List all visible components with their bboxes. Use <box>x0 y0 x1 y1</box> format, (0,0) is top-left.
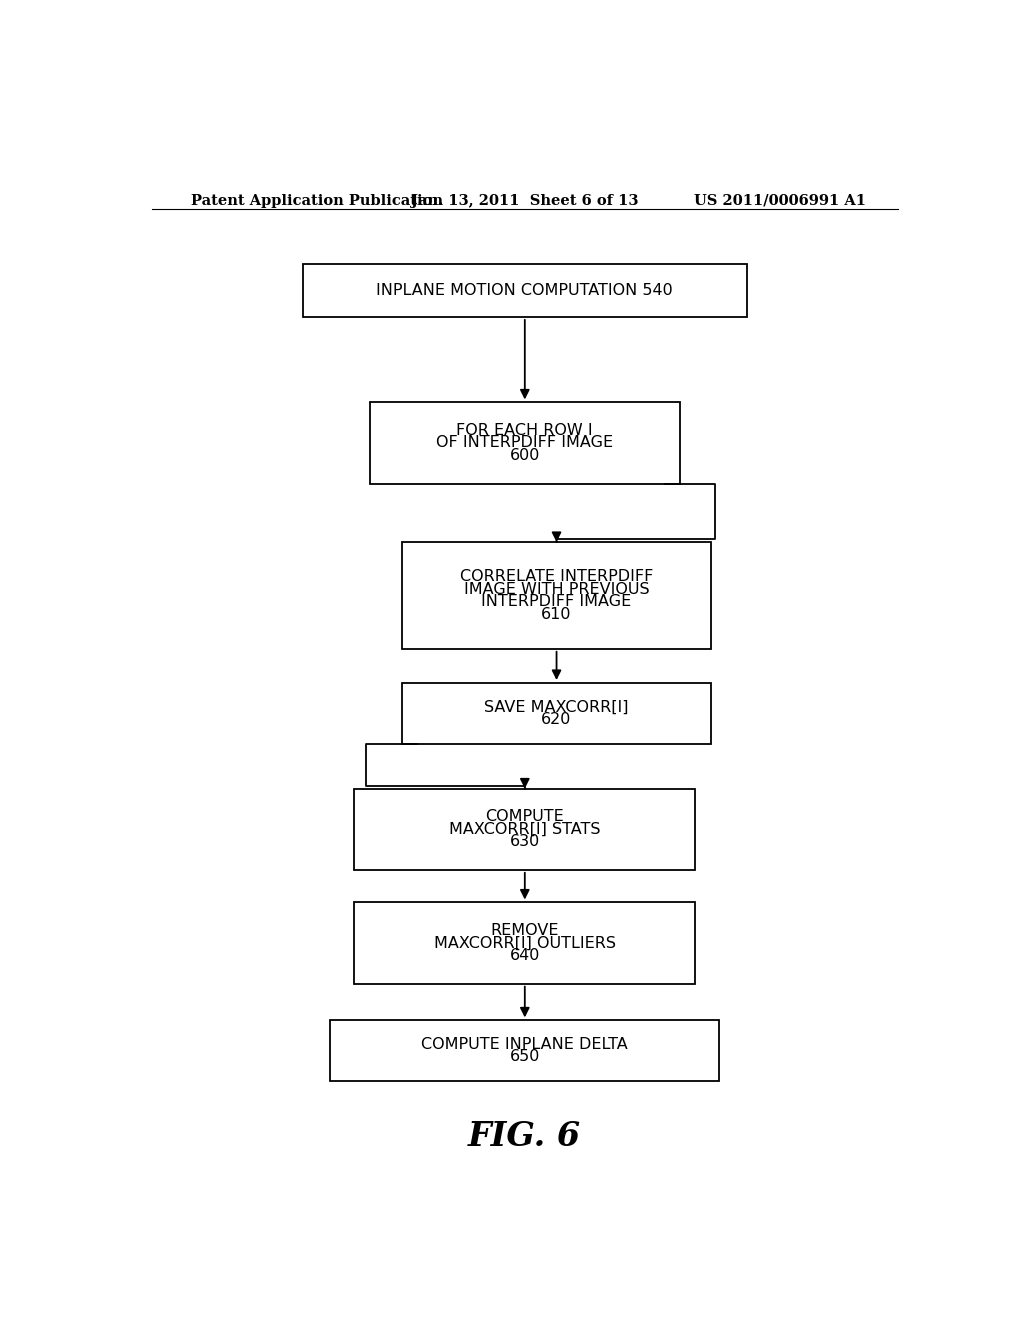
Text: REMOVE: REMOVE <box>490 923 559 939</box>
Text: Jan. 13, 2011  Sheet 6 of 13: Jan. 13, 2011 Sheet 6 of 13 <box>411 194 639 209</box>
Text: FOR EACH ROW I: FOR EACH ROW I <box>457 424 593 438</box>
Bar <box>354 903 695 983</box>
Text: MAXCORR[I] STATS: MAXCORR[I] STATS <box>450 822 600 837</box>
Text: COMPUTE: COMPUTE <box>485 809 564 824</box>
Text: SAVE MAXCORR[I]: SAVE MAXCORR[I] <box>484 700 629 714</box>
Bar <box>401 543 712 649</box>
Text: 600: 600 <box>510 447 540 463</box>
Text: 630: 630 <box>510 834 540 849</box>
Text: IMAGE WITH PREVIOUS: IMAGE WITH PREVIOUS <box>464 582 649 597</box>
Bar <box>303 264 748 317</box>
Text: CORRELATE INTERPDIFF: CORRELATE INTERPDIFF <box>460 569 653 585</box>
Text: FIG. 6: FIG. 6 <box>468 1119 582 1152</box>
Bar <box>354 788 695 870</box>
Text: MAXCORR[I] OUTLIERS: MAXCORR[I] OUTLIERS <box>434 936 615 950</box>
Text: 610: 610 <box>542 607 571 622</box>
Bar <box>370 403 680 483</box>
Text: INPLANE MOTION COMPUTATION 540: INPLANE MOTION COMPUTATION 540 <box>377 282 673 298</box>
Text: 650: 650 <box>510 1049 540 1064</box>
Text: OF INTERPDIFF IMAGE: OF INTERPDIFF IMAGE <box>436 436 613 450</box>
Text: INTERPDIFF IMAGE: INTERPDIFF IMAGE <box>481 594 632 609</box>
Text: 640: 640 <box>510 948 540 964</box>
Text: COMPUTE INPLANE DELTA: COMPUTE INPLANE DELTA <box>422 1038 628 1052</box>
Bar <box>401 682 712 744</box>
Bar <box>331 1020 719 1081</box>
Text: US 2011/0006991 A1: US 2011/0006991 A1 <box>694 194 866 209</box>
Text: Patent Application Publication: Patent Application Publication <box>191 194 443 209</box>
Text: 620: 620 <box>542 711 571 727</box>
